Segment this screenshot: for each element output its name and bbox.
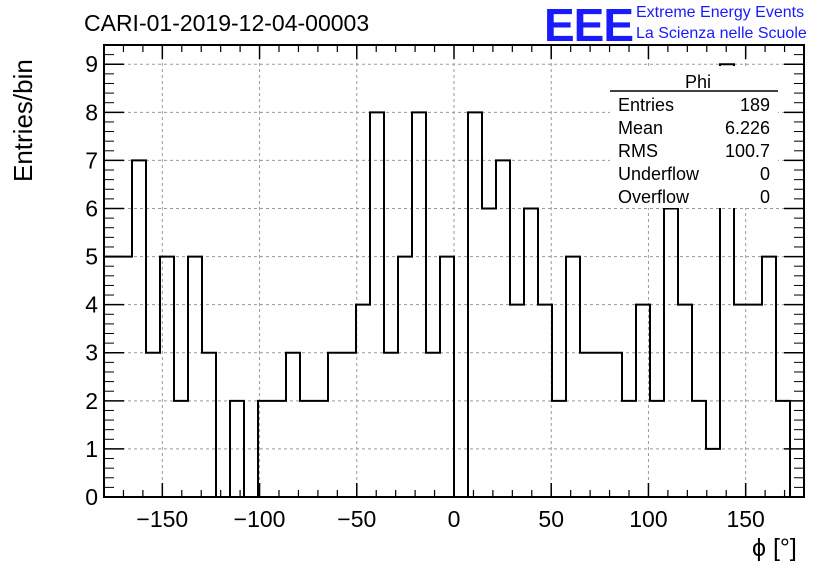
stats-title: Phi xyxy=(685,72,711,92)
axis-ticks xyxy=(104,44,804,498)
stats-label: RMS xyxy=(618,141,658,161)
y-axis-label: Entries/bin xyxy=(8,59,38,182)
org-name: Extreme Energy Events xyxy=(636,4,805,21)
eee-logo: EEE xyxy=(544,0,634,51)
y-tick-label: 0 xyxy=(85,484,98,510)
x-tick-label: 50 xyxy=(538,506,564,532)
y-tick-label: 7 xyxy=(85,147,98,173)
stats-value: 0 xyxy=(760,164,770,184)
stats-value: 189 xyxy=(740,95,770,115)
stats-box-background xyxy=(610,66,778,208)
x-axis-label: ϕ [°] xyxy=(752,534,797,562)
x-tick-label: 150 xyxy=(726,506,764,532)
y-tick-label: 5 xyxy=(85,244,98,270)
y-tick-label: 9 xyxy=(85,51,98,77)
y-tick-label: 2 xyxy=(85,388,98,414)
stats-value: 0 xyxy=(760,187,770,207)
stats-value: 100.7 xyxy=(725,141,770,161)
y-tick-label: 4 xyxy=(85,292,98,318)
y-tick-labels: 0 1 2 3 4 5 6 7 8 9 xyxy=(85,51,98,510)
y-tick-label: 3 xyxy=(85,340,98,366)
y-tick-label: 6 xyxy=(85,195,98,221)
x-tick-labels: −150 −100 −50 0 50 100 150 xyxy=(136,506,764,532)
x-tick-label: −100 xyxy=(234,506,286,532)
stats-value: 6.226 xyxy=(725,118,770,138)
stats-label: Entries xyxy=(618,95,674,115)
x-tick-label: −150 xyxy=(136,506,188,532)
stats-label: Underflow xyxy=(618,164,700,184)
run-title: CARI-01-2019-12-04-00003 xyxy=(84,10,370,36)
x-tick-label: 100 xyxy=(629,506,667,532)
y-tick-label: 1 xyxy=(85,436,98,462)
x-tick-label: −50 xyxy=(337,506,376,532)
stats-label: Overflow xyxy=(618,187,690,207)
org-tagline: La Scienza nelle Scuole xyxy=(636,25,807,42)
stats-box: Phi Entries 189 Mean 6.226 RMS 100.7 Underflow 0… xyxy=(610,66,778,208)
y-tick-label: 8 xyxy=(85,99,98,125)
x-tick-label: 0 xyxy=(448,506,461,532)
stats-label: Mean xyxy=(618,118,663,138)
